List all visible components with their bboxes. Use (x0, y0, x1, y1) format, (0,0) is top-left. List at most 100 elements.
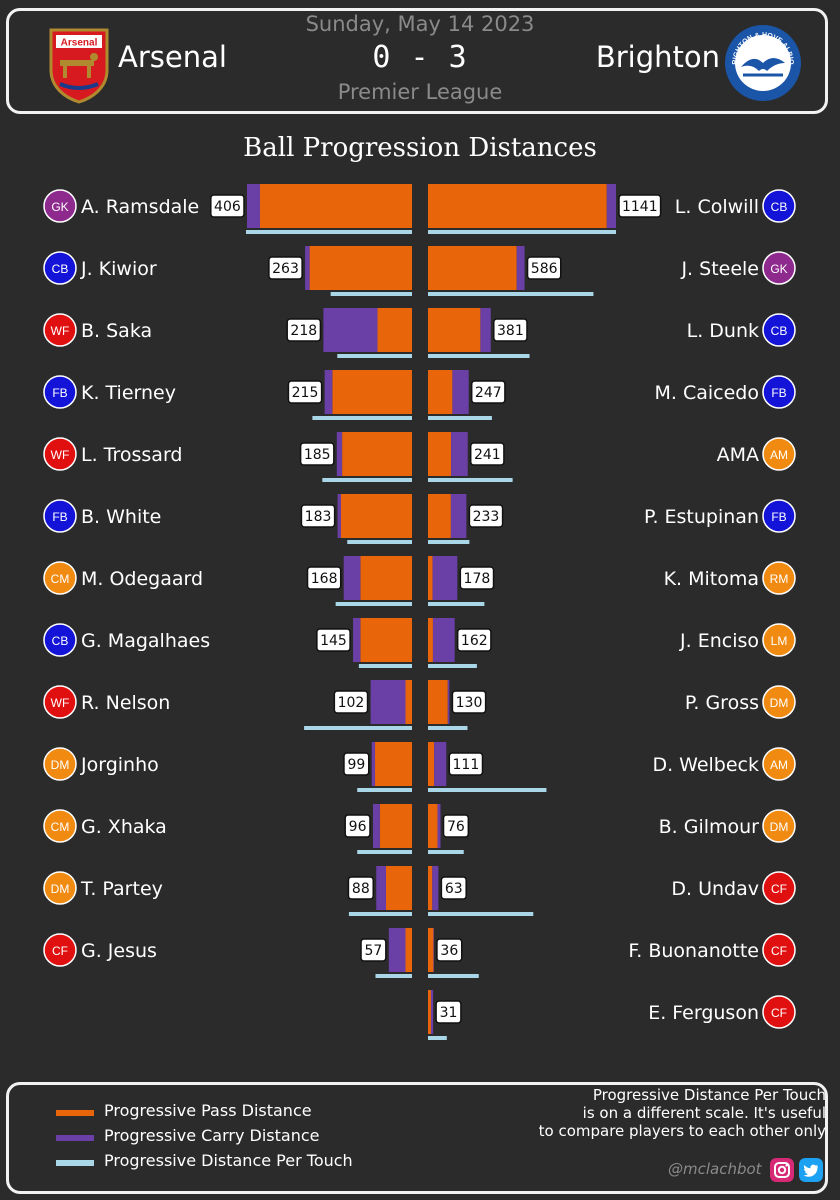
home-3-touch-bar (312, 416, 412, 420)
home-6-name: M. Odegaard (81, 568, 203, 590)
away-10-carry-bar (437, 804, 441, 848)
home-10-value: 96 (349, 819, 367, 835)
home-10-badge (43, 809, 77, 843)
home-4-carry-bar (336, 432, 343, 476)
home-7-badge (43, 623, 77, 657)
away-11-value: 63 (445, 881, 463, 897)
home-10-value-box (344, 814, 371, 838)
home-3-badge-label: FB (52, 386, 67, 400)
home-4-touch-bar (322, 478, 412, 482)
home-11-pass-bar (385, 866, 412, 910)
home-0-name: A. Ramsdale (81, 196, 199, 218)
away-10-value-box (442, 814, 470, 838)
away-2-badge (762, 313, 796, 347)
home-12-value-box (360, 938, 387, 962)
away-2-pass-bar (428, 308, 481, 352)
away-9-carry-bar (434, 742, 447, 786)
home-1-carry-bar (305, 246, 310, 290)
away-team-name: Brighton (595, 40, 720, 74)
away-8-pass-bar (428, 680, 448, 724)
away-0-value-box (618, 194, 662, 218)
away-6-value: 178 (464, 571, 491, 587)
away-13-pass-bar (428, 990, 431, 1034)
legend-swatch-pass (56, 1110, 94, 1116)
away-5-pass-bar (428, 494, 451, 538)
away-5-value-box (468, 504, 504, 528)
home-2-name: B. Saka (81, 320, 152, 342)
away-10-value: 76 (447, 819, 465, 835)
instagram-icon[interactable] (770, 1158, 794, 1182)
home-4-name: L. Trossard (81, 444, 182, 466)
note-line-3: to compare players to each other only (538, 1122, 826, 1140)
away-2-value-box (493, 318, 528, 342)
away-7-pass-bar (428, 618, 433, 662)
away-1-value-box (526, 256, 562, 280)
away-11-carry-bar (432, 866, 439, 910)
away-13-value: 31 (440, 1005, 458, 1021)
away-8-value-box (451, 690, 487, 714)
away-11-name: D. Undav (671, 878, 759, 900)
away-1-name: J. Steele (680, 258, 759, 280)
home-12-badge-label: CF (52, 944, 68, 958)
away-1-badge (762, 251, 796, 285)
away-0-touch-bar (428, 230, 616, 234)
home-7-pass-bar (360, 618, 412, 662)
legend-swatch-per-touch (56, 1160, 94, 1166)
away-6-carry-bar (432, 556, 458, 600)
away-3-value-box (470, 380, 506, 404)
home-9-carry-bar (371, 742, 376, 786)
away-8-badge-label: DM (770, 696, 789, 710)
away-7-name: J. Enciso (679, 630, 759, 652)
home-0-carry-bar (247, 184, 261, 228)
away-4-value-box (469, 442, 505, 466)
away-1-value: 586 (531, 261, 558, 277)
home-4-value: 185 (304, 447, 331, 463)
home-1-value-box (268, 256, 303, 280)
home-6-badge-label: CM (51, 572, 70, 586)
home-1-badge (43, 251, 77, 285)
home-11-name: T. Partey (80, 878, 163, 900)
home-11-value-box (347, 876, 374, 900)
away-9-value: 111 (453, 757, 480, 773)
chart-title: Ball Progression Distances (243, 133, 597, 163)
home-2-badge (43, 313, 77, 347)
home-9-pass-bar (375, 742, 412, 786)
home-9-value: 99 (347, 757, 365, 773)
home-11-carry-bar (376, 866, 386, 910)
arsenal-crest-icon: Arsenal (49, 28, 109, 104)
away-8-name: P. Gross (685, 692, 759, 714)
author-handle: @mclachbot (668, 1160, 762, 1178)
twitter-icon[interactable] (799, 1158, 823, 1182)
home-0-value-box (210, 194, 245, 218)
away-6-touch-bar (428, 602, 485, 606)
home-1-touch-bar (330, 292, 412, 296)
home-10-touch-bar (357, 850, 412, 854)
away-7-touch-bar (428, 664, 477, 668)
home-9-name: Jorginho (80, 754, 159, 776)
home-0-value: 406 (214, 199, 241, 215)
away-5-touch-bar (428, 540, 470, 544)
away-12-pass-bar (428, 928, 434, 972)
home-5-badge (43, 499, 77, 533)
home-7-value: 145 (320, 633, 347, 649)
legend-swatch-carry (56, 1135, 94, 1141)
away-10-badge-label: DM (770, 820, 789, 834)
away-11-touch-bar (428, 912, 534, 916)
away-0-pass-bar (428, 184, 607, 228)
home-8-carry-bar (370, 680, 406, 724)
home-12-pass-bar (405, 928, 412, 972)
home-0-pass-bar (260, 184, 412, 228)
home-2-badge-label: WF (51, 324, 70, 338)
home-11-value: 88 (352, 881, 370, 897)
away-12-value: 36 (440, 943, 458, 959)
home-0-badge (43, 189, 77, 223)
away-9-badge (762, 747, 796, 781)
home-2-pass-bar (377, 308, 412, 352)
home-3-value-box (287, 380, 323, 404)
match-date: Sunday, May 14 2023 (305, 12, 535, 36)
home-10-name: G. Xhaka (81, 816, 167, 838)
away-1-touch-bar (428, 292, 594, 296)
home-4-value-box (299, 442, 335, 466)
away-10-pass-bar (428, 804, 438, 848)
away-2-badge-label: CB (771, 324, 788, 338)
